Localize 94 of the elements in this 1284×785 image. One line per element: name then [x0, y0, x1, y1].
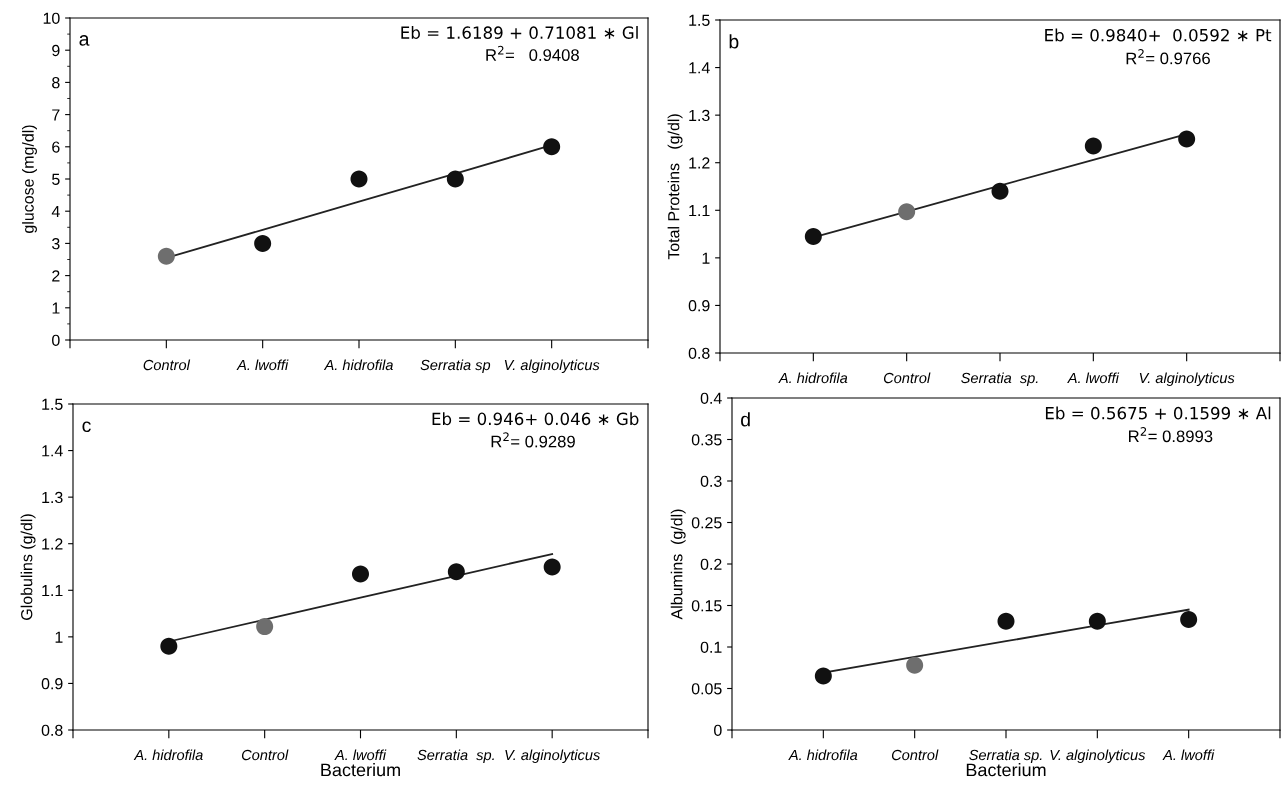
x-tick-label: A. hidrofila: [133, 749, 203, 761]
y-tick-label: 0.05: [691, 683, 722, 695]
x-tick-label: Control: [143, 359, 191, 371]
x-axis-title: Bacterium: [966, 763, 1046, 777]
y-tick-label: 0.4: [700, 392, 722, 404]
annotation: R$^{2}$= 0.9289: [491, 432, 575, 448]
y-tick-label: 1.5: [42, 398, 63, 410]
x-tick-label: Serratia sp: [420, 359, 491, 374]
x-tick-label: Control: [891, 749, 939, 761]
x-tick-label: A. hidrofila: [788, 749, 858, 761]
point: [350, 170, 368, 188]
x-tick-label: V. alginolyticus: [1050, 749, 1146, 764]
point: [446, 170, 464, 188]
x-tick-label: A. lwoffi: [236, 359, 289, 371]
point: [543, 138, 561, 156]
point: [997, 612, 1015, 630]
point: [543, 558, 561, 576]
y-tick-label: 0.8: [688, 347, 710, 359]
y-tick-label: 0: [52, 334, 60, 346]
y-tick-label: 0.3: [700, 475, 722, 487]
y-tick-label: 1: [55, 631, 63, 643]
annotation: R$^{2}$= 0.9408: [486, 45, 579, 61]
x-tick-label: V. alginolyticus: [504, 359, 600, 374]
y-tick-label: 0.1: [700, 641, 722, 653]
x-tick-label: Serratia sp.: [417, 749, 494, 764]
y-tick-label: 0.25: [691, 517, 722, 529]
y-tick-label: 0.9: [41, 678, 63, 690]
point: [814, 667, 832, 685]
x-axis-title: Bacterium: [321, 763, 400, 777]
y-tick-label: 7: [52, 109, 60, 121]
annotation: c: [82, 421, 91, 433]
y-tick-label: 1.5: [689, 14, 710, 26]
annotation: Eb = 0.5675 + 0.1599 ∗ Al: [1045, 406, 1271, 420]
y-tick-label: 9: [52, 44, 60, 57]
point: [160, 637, 178, 655]
x-tick-label: V. alginolyticus: [1139, 372, 1235, 387]
y-tick-label: 1: [52, 302, 60, 314]
point: [906, 656, 924, 674]
y-tick-label: 8: [52, 77, 60, 89]
annotation: Eb = 0.946+ 0.046 ∗ Gb: [432, 412, 639, 426]
y-tick-label: 10: [43, 12, 60, 24]
x-tick-label: Serratia sp.: [969, 749, 1042, 764]
x-tick-label: Control: [241, 749, 289, 761]
y-tick-label: 3: [52, 238, 60, 250]
point: [447, 563, 465, 581]
point: [1088, 612, 1106, 630]
x-tick-label: A. hidrofila: [778, 372, 848, 384]
point: [256, 618, 274, 636]
y-tick-label: 0.8: [41, 724, 63, 736]
annotation: R$^{2}$= 0.8993: [1129, 426, 1213, 443]
annotation: Eb = 1.6189 + 0.71081 ∗ Gl: [401, 26, 638, 39]
y-tick-label: 1.3: [42, 491, 63, 504]
x-tick-label: Serratia sp.: [961, 372, 1038, 387]
point: [1178, 130, 1196, 148]
y-tick-label: 1: [702, 252, 710, 264]
point: [991, 182, 1009, 200]
y-tick-label: 0.35: [691, 434, 722, 446]
y-tick-label: 1.2: [689, 157, 710, 169]
point: [898, 203, 916, 221]
x-tick-label: A. lwoffi: [1067, 372, 1120, 384]
y-axis-title: Total Proteins (g/dl): [667, 114, 683, 260]
point: [351, 565, 370, 583]
annotation: a: [79, 35, 90, 46]
annotation: d: [741, 412, 750, 427]
y-tick-label: 1.2: [42, 538, 63, 550]
x-tick-label: A. hidrofila: [323, 359, 393, 371]
y-tick-label: 0.9: [688, 300, 710, 312]
y-tick-label: 1.4: [42, 445, 63, 457]
y-tick-label: 6: [52, 141, 60, 153]
y-axis-title: glucose (mg/dl): [22, 125, 37, 233]
x-tick-label: A. lwoffi: [334, 749, 387, 761]
annotation: R$^{2}$= 0.9766: [1126, 49, 1210, 65]
y-tick-label: 1.4: [689, 62, 710, 74]
y-tick-label: 1.1: [42, 585, 63, 597]
y-tick-label: 1.3: [689, 109, 710, 122]
point: [254, 234, 272, 252]
y-tick-label: 1.1: [689, 205, 710, 217]
annotation: b: [729, 34, 739, 49]
x-tick-label: A. lwoffi: [1162, 749, 1215, 761]
annotation: Eb = 0.9840+ 0.0592 ∗ Pt: [1045, 28, 1272, 42]
y-tick-label: 5: [52, 173, 60, 185]
point: [157, 247, 175, 265]
x-tick-label: Control: [883, 372, 931, 384]
point: [1084, 137, 1102, 155]
y-axis-title: Globulins (g/dl): [20, 514, 36, 620]
y-tick-label: 2: [52, 270, 60, 282]
y-tick-label: 0.15: [691, 600, 722, 612]
point: [804, 227, 822, 245]
y-tick-label: 0.2: [700, 558, 722, 570]
y-tick-label: 0: [714, 724, 722, 736]
y-axis-title: Albumins (g/dl): [670, 509, 686, 620]
x-tick-label: V. alginolyticus: [505, 749, 600, 764]
y-tick-label: 4: [51, 206, 60, 217]
point: [1180, 611, 1198, 629]
